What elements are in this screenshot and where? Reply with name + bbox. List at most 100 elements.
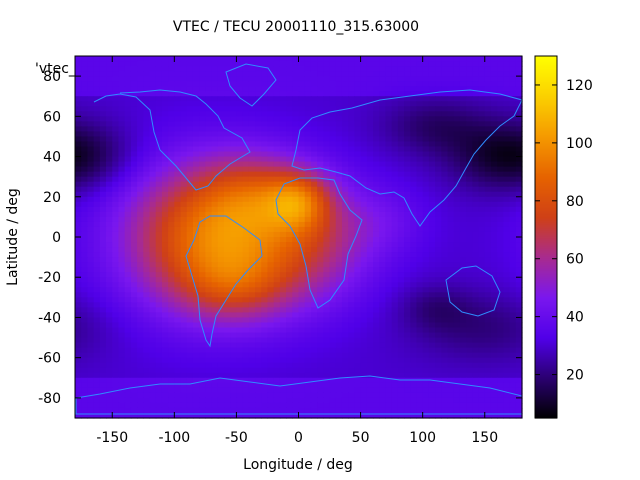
heat-cell <box>366 382 374 389</box>
heat-cell <box>236 362 244 369</box>
heat-cell <box>503 242 511 248</box>
heat-cell <box>143 262 151 268</box>
heat-cell <box>354 247 362 253</box>
heat-cell <box>236 327 244 334</box>
heat-cell <box>323 151 331 158</box>
heat-cell <box>354 121 362 127</box>
heat-cell <box>255 101 262 107</box>
heat-cell <box>155 231 163 238</box>
heat-cell <box>230 216 238 223</box>
heat-cell <box>335 372 343 379</box>
heat-cell <box>397 332 405 339</box>
heat-cell <box>236 352 244 359</box>
heat-cell <box>286 181 293 188</box>
heat-cell <box>106 231 113 238</box>
heat-cell <box>217 121 225 127</box>
heat-cell <box>168 247 175 253</box>
heat-cell <box>168 337 175 344</box>
heat-cell <box>168 106 175 112</box>
heat-cell <box>478 322 486 329</box>
heat-cell <box>385 397 393 404</box>
heat-cell <box>391 352 399 359</box>
heat-cell <box>242 277 250 283</box>
heat-cell <box>292 292 300 298</box>
heat-cell <box>459 96 467 102</box>
heat-cell <box>199 237 206 243</box>
heat-cell <box>410 382 418 389</box>
heat-cell <box>503 317 511 324</box>
heat-cell <box>391 292 399 298</box>
heat-cell <box>404 166 411 173</box>
heat-cell <box>435 161 442 168</box>
heat-cell <box>472 352 480 359</box>
heat-cell <box>397 96 405 102</box>
heat-cell <box>106 297 113 303</box>
heat-cell <box>99 176 107 183</box>
heat-cell <box>317 257 324 263</box>
heat-cell <box>515 76 523 82</box>
heat-cell <box>391 377 399 384</box>
heat-cell <box>224 81 231 87</box>
heat-cell <box>99 387 107 394</box>
heat-cell <box>75 347 82 354</box>
heat-cell <box>428 181 436 188</box>
heat-cell <box>255 322 262 329</box>
heat-cell <box>379 252 387 258</box>
heat-cell <box>441 161 449 168</box>
heat-cell <box>397 292 405 298</box>
heat-cell <box>447 71 455 77</box>
heat-cell <box>155 111 163 117</box>
heat-cell <box>205 392 213 399</box>
heat-cell <box>341 131 349 138</box>
heat-cell <box>149 257 157 263</box>
heat-cell <box>441 312 449 319</box>
heat-cell <box>186 61 194 67</box>
heat-cell <box>360 257 368 263</box>
heat-cell <box>385 161 393 168</box>
heat-cell <box>317 136 324 143</box>
heat-cell <box>360 362 368 369</box>
heat-cell <box>211 387 219 394</box>
heat-cell <box>472 96 480 102</box>
heat-cell <box>435 337 442 344</box>
heat-cell <box>341 282 349 288</box>
heat-cell <box>379 171 387 178</box>
heat-cell <box>490 156 498 163</box>
heat-cell <box>180 201 188 208</box>
heat-cell <box>87 161 95 168</box>
heat-cell <box>192 231 200 238</box>
heat-cell <box>199 312 206 319</box>
heat-cell <box>267 362 275 369</box>
heat-cell <box>310 302 318 308</box>
heat-cell <box>428 257 436 263</box>
heat-cell <box>217 402 225 409</box>
heat-cell <box>217 372 225 379</box>
heat-cell <box>286 237 293 243</box>
heat-cell <box>478 282 486 288</box>
heat-cell <box>422 226 430 233</box>
heat-cell <box>335 257 343 263</box>
heat-cell <box>199 151 206 158</box>
heatmap-field <box>75 56 523 419</box>
heat-cell <box>341 186 349 193</box>
heat-cell <box>236 126 244 133</box>
heat-cell <box>106 317 113 324</box>
heat-cell <box>379 367 387 374</box>
heat-cell <box>391 186 399 193</box>
heat-cell <box>279 221 287 228</box>
heat-cell <box>106 206 113 213</box>
heat-cell <box>441 136 449 143</box>
heat-cell <box>93 91 101 97</box>
heat-cell <box>236 196 244 203</box>
heat-cell <box>466 252 473 258</box>
heat-cell <box>385 116 393 122</box>
heat-cell <box>267 287 275 293</box>
heat-cell <box>515 136 523 143</box>
heat-cell <box>81 66 89 72</box>
heat-cell <box>192 66 200 72</box>
heat-cell <box>385 387 393 394</box>
heat-cell <box>224 181 231 188</box>
heat-cell <box>441 397 449 404</box>
heat-cell <box>118 206 126 213</box>
heat-cell <box>341 181 349 188</box>
